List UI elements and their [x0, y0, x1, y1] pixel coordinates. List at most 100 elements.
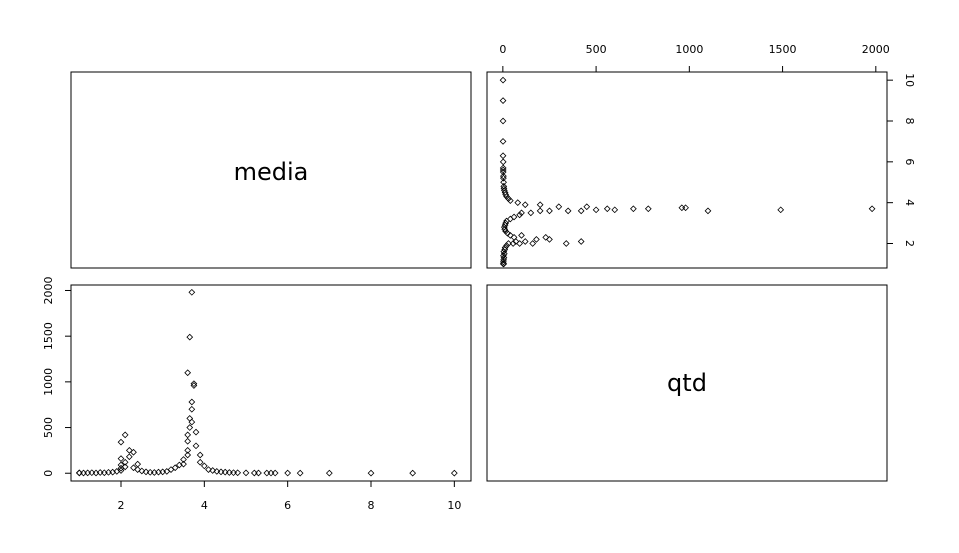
x-tick-label-media: 2 — [118, 499, 125, 512]
scatter-point-media-vs-qtd — [190, 380, 198, 388]
scatter-point-media-vs-qtd — [221, 468, 229, 476]
variable-label-media: media — [234, 158, 309, 186]
scatter-point-media-vs-qtd — [255, 469, 262, 477]
scatter-point-qtd-vs-media — [630, 205, 637, 213]
scatter-point-qtd-vs-media — [546, 236, 553, 243]
scatter-point-media-vs-qtd — [296, 469, 304, 477]
scatter-point-media-vs-qtd — [186, 424, 194, 431]
scatter-point-qtd-vs-media — [868, 205, 876, 213]
scatter-point-media-vs-qtd — [96, 469, 104, 476]
panel-bottom-left — [70, 284, 472, 482]
scatter-point-qtd-vs-media — [502, 227, 510, 235]
scatter-point-media-vs-qtd — [213, 468, 221, 475]
scatter-point-qtd-vs-media — [518, 209, 525, 217]
x-tick-label-media: 6 — [284, 499, 291, 512]
scatter-point-qtd-vs-media — [533, 236, 540, 243]
y-tick-label-media: 8 — [903, 118, 916, 125]
scatter-point-qtd-vs-media — [500, 172, 507, 180]
y-tick-label-qtd: 1000 — [42, 368, 55, 396]
scatter-point-media-vs-qtd — [171, 464, 179, 472]
x-tick-label-media: 8 — [368, 499, 375, 512]
scatter-point-qtd-vs-media — [516, 240, 523, 247]
x-tick-label-media: 4 — [201, 499, 208, 512]
scatter-point-qtd-vs-media — [536, 207, 544, 215]
x-tick-label-qtd: 0 — [499, 43, 506, 56]
scatter-point-qtd-vs-media — [500, 178, 507, 186]
axes-layer: 2 4 6 8 10 0 500 1000 1500 2000 0 500 1000 1500 2000 2 4… — [42, 43, 916, 512]
scatter-point-qtd-vs-media — [499, 152, 507, 160]
scatter-point-qtd-vs-media — [516, 211, 523, 219]
scatter-point-qtd-vs-media — [527, 209, 535, 217]
scatter-point-qtd-vs-media — [592, 206, 600, 214]
scatter-point-qtd-vs-media — [505, 195, 512, 202]
scatter-point-qtd-vs-media — [502, 219, 510, 227]
scatter-point-media-vs-qtd — [134, 460, 142, 468]
scatter-point-media-vs-qtd — [190, 382, 198, 389]
scatter-point-qtd-vs-media — [506, 197, 514, 204]
scatter-point-qtd-vs-media — [499, 76, 507, 84]
scatter-point-media-vs-qtd — [225, 469, 233, 476]
scatter-point-qtd-vs-media — [529, 240, 537, 247]
scatter-point-qtd-vs-media — [509, 240, 517, 247]
scatter-point-qtd-vs-media — [542, 234, 550, 241]
y-tick-label-qtd: 500 — [42, 417, 55, 438]
scatter-point-media-vs-qtd — [367, 469, 375, 477]
scatter-point-qtd-vs-media — [503, 242, 510, 249]
y-tick-label-media: 2 — [903, 240, 916, 247]
panel-bottom-right — [486, 284, 888, 482]
scatter-point-media-vs-qtd — [146, 468, 154, 476]
scatter-point-media-vs-qtd — [184, 447, 192, 454]
scatter-point-qtd-vs-media — [510, 213, 518, 221]
scatter-point-qtd-vs-media — [503, 193, 510, 200]
y-tick-label-media: 4 — [903, 199, 916, 206]
scatter-point-media-vs-qtd — [242, 469, 250, 477]
x-tick-label-qtd: 1500 — [769, 43, 797, 56]
scatter-point-qtd-vs-media — [499, 117, 507, 125]
scatter-point-media-vs-qtd — [192, 428, 200, 436]
scatter-point-media-vs-qtd — [138, 467, 146, 475]
y-tick-label-qtd: 0 — [42, 470, 55, 477]
scatter-point-media-vs-qtd — [121, 458, 129, 466]
scatter-point-media-vs-qtd — [142, 468, 150, 476]
scatter-point-qtd-vs-media — [499, 97, 507, 104]
scatter-point-qtd-vs-media — [500, 248, 508, 256]
scatter-point-qtd-vs-media — [518, 231, 525, 239]
scatter-point-media-vs-qtd — [117, 455, 125, 462]
scatter-point-qtd-vs-media — [505, 240, 512, 247]
scatter-point-qtd-vs-media — [603, 205, 611, 213]
scatter-point-media-vs-qtd — [188, 288, 196, 296]
scatter-point-qtd-vs-media — [500, 182, 508, 190]
scatter-point-media-vs-qtd — [180, 456, 187, 463]
scatter-point-qtd-vs-media — [501, 189, 509, 196]
variable-label-qtd: qtd — [667, 369, 707, 397]
scatter-point-media-vs-qtd — [75, 469, 83, 477]
scatter-point-media-vs-qtd — [188, 405, 196, 413]
scatter-point-qtd-vs-media — [644, 205, 652, 213]
scatter-point-media-vs-qtd — [184, 369, 192, 377]
scatter-point-qtd-vs-media — [577, 238, 585, 245]
scatter-point-qtd-vs-media — [611, 206, 619, 214]
scatter-point-media-vs-qtd — [234, 469, 242, 477]
scatter-point-qtd-vs-media — [521, 201, 529, 209]
scatter-point-qtd-vs-media — [546, 207, 553, 215]
scatter-point-media-vs-qtd — [121, 431, 129, 439]
scatter-point-media-vs-qtd — [284, 469, 292, 477]
scatter-point-media-vs-qtd — [184, 431, 192, 439]
y-tick-label-qtd: 1500 — [42, 322, 55, 350]
scatter-point-media-vs-qtd — [121, 463, 129, 471]
y-tick-label-qtd: 2000 — [42, 276, 55, 304]
scatter-point-qtd-vs-media — [504, 229, 511, 237]
scatter-point-qtd-vs-media — [564, 207, 572, 215]
scatter-point-qtd-vs-media — [499, 164, 507, 172]
scatter-point-media-vs-qtd — [130, 464, 137, 472]
y-tick-label-media: 6 — [903, 158, 916, 165]
x-tick-label-qtd: 1000 — [675, 43, 703, 56]
x-tick-label-qtd: 500 — [586, 43, 607, 56]
scatter-point-media-vs-qtd — [186, 415, 194, 422]
scatter-point-media-vs-qtd — [117, 461, 125, 469]
scatter-point-qtd-vs-media — [562, 240, 570, 247]
scatter-point-qtd-vs-media — [500, 252, 507, 260]
scatter-point-qtd-vs-media — [583, 203, 591, 211]
scatter-point-media-vs-qtd — [125, 453, 133, 461]
